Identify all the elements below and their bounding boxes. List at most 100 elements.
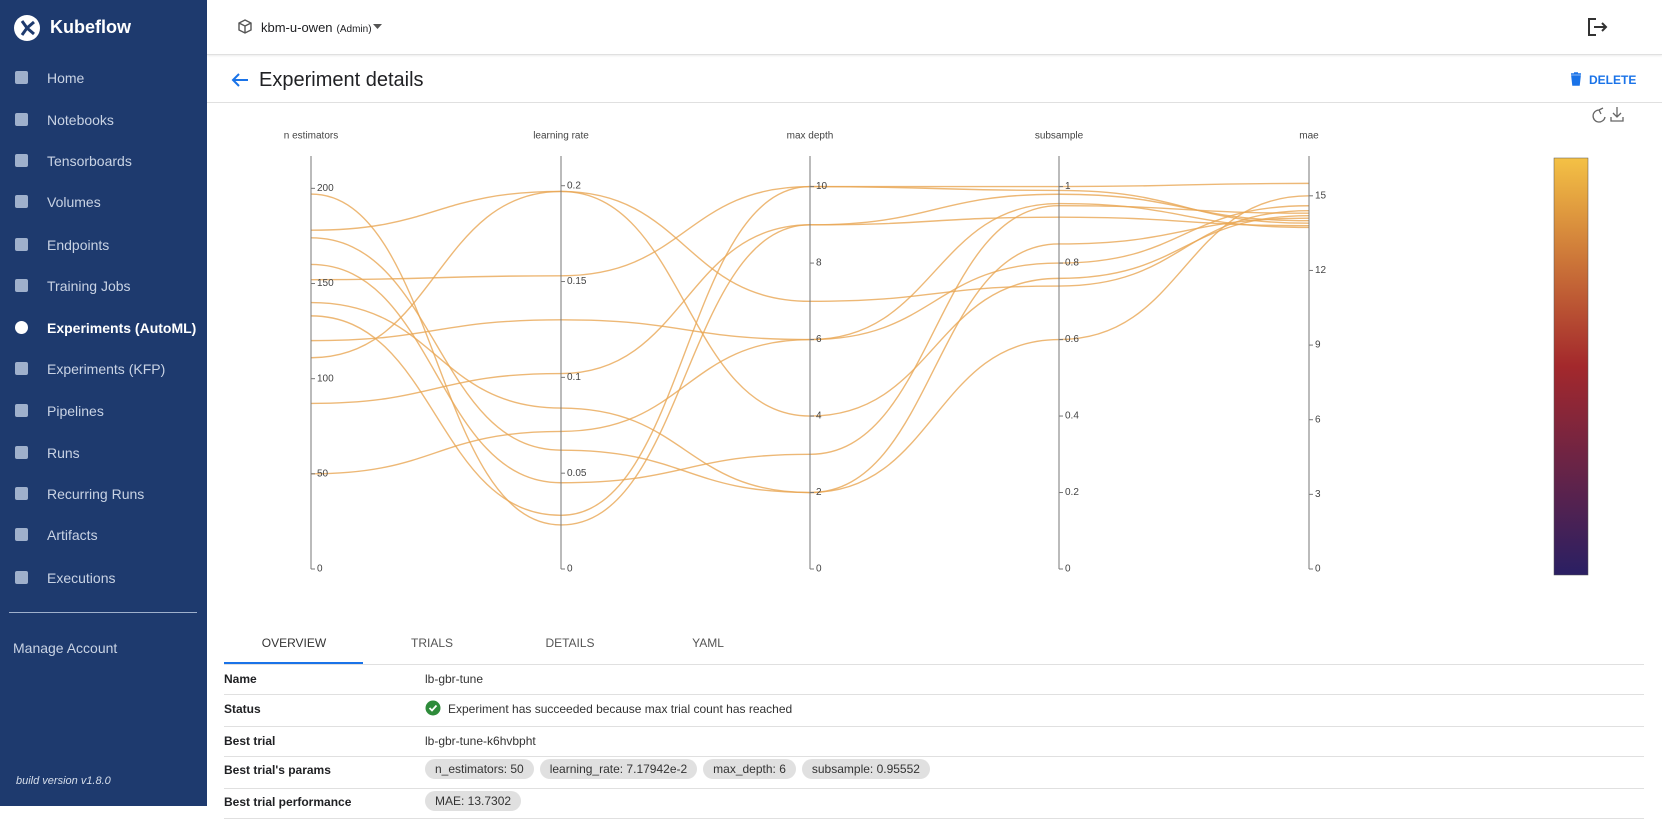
tab[interactable]: OVERVIEW [261, 636, 327, 650]
nav-icon [15, 321, 28, 334]
logo [14, 15, 40, 41]
table-row: Status Experiment has succeeded because m… [224, 694, 1644, 727]
nav-icon [15, 195, 28, 208]
nav-item[interactable]: Artifacts [0, 520, 207, 550]
nav-item[interactable]: Training Jobs [0, 271, 207, 301]
chip: subsample: 0.95552 [801, 759, 930, 779]
tab[interactable]: TRIALS [410, 636, 453, 650]
tick-label: 12 [1315, 265, 1327, 276]
nav-label: Pipelines [47, 403, 104, 419]
axis-label: max depth [787, 131, 834, 142]
row-value: lb-gbr-tune-k6hvbpht [425, 734, 536, 748]
chip: max_depth: 6 [703, 759, 796, 779]
nav-icon [15, 446, 28, 459]
nav-label: Executions [47, 570, 116, 586]
row-value: lb-gbr-tune [425, 672, 483, 686]
row-key: Status [224, 702, 261, 716]
delete-icon[interactable] [1570, 72, 1582, 86]
tick-label: 0 [317, 564, 323, 575]
axis-label: mae [1299, 131, 1319, 142]
table-row: Name lb-gbr-tune [224, 664, 1644, 695]
tick-label: 150 [317, 278, 334, 289]
tick-label: 0.8 [1065, 258, 1079, 269]
nav-item[interactable]: Recurring Runs [0, 479, 207, 509]
nav-item[interactable]: Home [0, 63, 207, 93]
tick-label: 2 [816, 487, 822, 498]
axis-label: learning rate [533, 131, 589, 142]
delete-button[interactable]: DELETE [1589, 73, 1637, 87]
tick-label: 0 [1315, 564, 1321, 575]
nav-label: Runs [47, 445, 80, 461]
nav-icon [15, 404, 28, 417]
nav-icon [15, 571, 28, 584]
nav-label: Notebooks [47, 112, 114, 128]
row-key: Best trial performance [224, 795, 352, 809]
row-key: Best trial's params [224, 763, 331, 777]
tick-label: 50 [317, 468, 329, 479]
tick-label: 0.1 [567, 372, 581, 383]
download-icon[interactable] [1610, 107, 1624, 122]
tab[interactable]: DETAILS [545, 636, 595, 650]
tick-label: 0.05 [567, 468, 587, 479]
refresh-icon[interactable] [1592, 107, 1606, 123]
nav-item[interactable]: Experiments (KFP) [0, 354, 207, 384]
nav-label: Volumes [47, 194, 101, 210]
tick-label: 0 [816, 564, 822, 575]
trial-line [310, 205, 1310, 342]
nav-label: Experiments (KFP) [47, 361, 166, 377]
row-value: MAE: 13.7302 [425, 791, 527, 811]
tick-label: 6 [816, 334, 822, 345]
namespace-selector[interactable]: kbm-u-owen (Admin) [261, 20, 372, 35]
role: (Admin) [336, 24, 372, 35]
nav-item[interactable]: Endpoints [0, 230, 207, 260]
namespace-icon [238, 19, 252, 34]
nav-item[interactable]: Notebooks [0, 105, 207, 135]
nav-icon [15, 113, 28, 126]
tab[interactable]: YAML [692, 636, 724, 650]
tick-label: 0.2 [567, 180, 581, 191]
axis-label: n estimators [284, 131, 338, 142]
nav-item[interactable]: Executions [0, 563, 207, 593]
nav-item[interactable]: Experiments (AutoML) [0, 313, 207, 343]
tick-label: 0.6 [1065, 334, 1079, 345]
nav-icon [15, 487, 28, 500]
chip: n_estimators: 50 [425, 759, 534, 779]
nav-label: Artifacts [47, 527, 98, 543]
trial-line [310, 182, 1310, 281]
nav-icon [15, 279, 28, 292]
manage-account[interactable]: Manage Account [13, 640, 118, 656]
tab-indicator [224, 662, 363, 664]
logout[interactable] [1587, 17, 1609, 37]
table-row: Best trial lb-gbr-tune-k6hvbpht [224, 726, 1644, 757]
dropdown-arrow[interactable] [373, 23, 383, 31]
nav-item[interactable]: Pipelines [0, 396, 207, 426]
axis-label: subsample [1035, 131, 1084, 142]
success-icon [425, 700, 441, 716]
nav-icon [15, 71, 28, 84]
namespace: kbm-u-owen [261, 20, 333, 35]
row-text: Experiment has succeeded because max tri… [448, 702, 793, 716]
color-scale [1553, 157, 1589, 576]
tick-label: 4 [816, 411, 822, 422]
nav-item[interactable]: Volumes [0, 187, 207, 217]
nav-item[interactable]: Tensorboards [0, 146, 207, 176]
tick-label: 0.4 [1065, 411, 1079, 422]
build-version: build version v1.8.0 [16, 775, 111, 787]
nav-icon [15, 154, 28, 167]
tick-label: 0 [1065, 564, 1071, 575]
tick-label: 100 [317, 373, 334, 384]
table-row: Best trial performance MAE: 13.7302 [224, 788, 1644, 819]
trial-line [310, 195, 1310, 494]
row-value: n_estimators: 50 learning_rate: 7.17942e-… [425, 759, 936, 779]
tick-label: 15 [1315, 190, 1327, 201]
trial-line [310, 185, 1310, 517]
back-arrow[interactable] [231, 73, 249, 87]
nav-item[interactable]: Runs [0, 438, 207, 468]
nav-label: Home [47, 70, 85, 86]
tick-label: 200 [317, 183, 334, 194]
nav-label: Training Jobs [47, 278, 131, 294]
nav-label: Endpoints [47, 237, 110, 253]
nav-label: Experiments (AutoML) [47, 320, 197, 336]
divider [9, 612, 197, 613]
